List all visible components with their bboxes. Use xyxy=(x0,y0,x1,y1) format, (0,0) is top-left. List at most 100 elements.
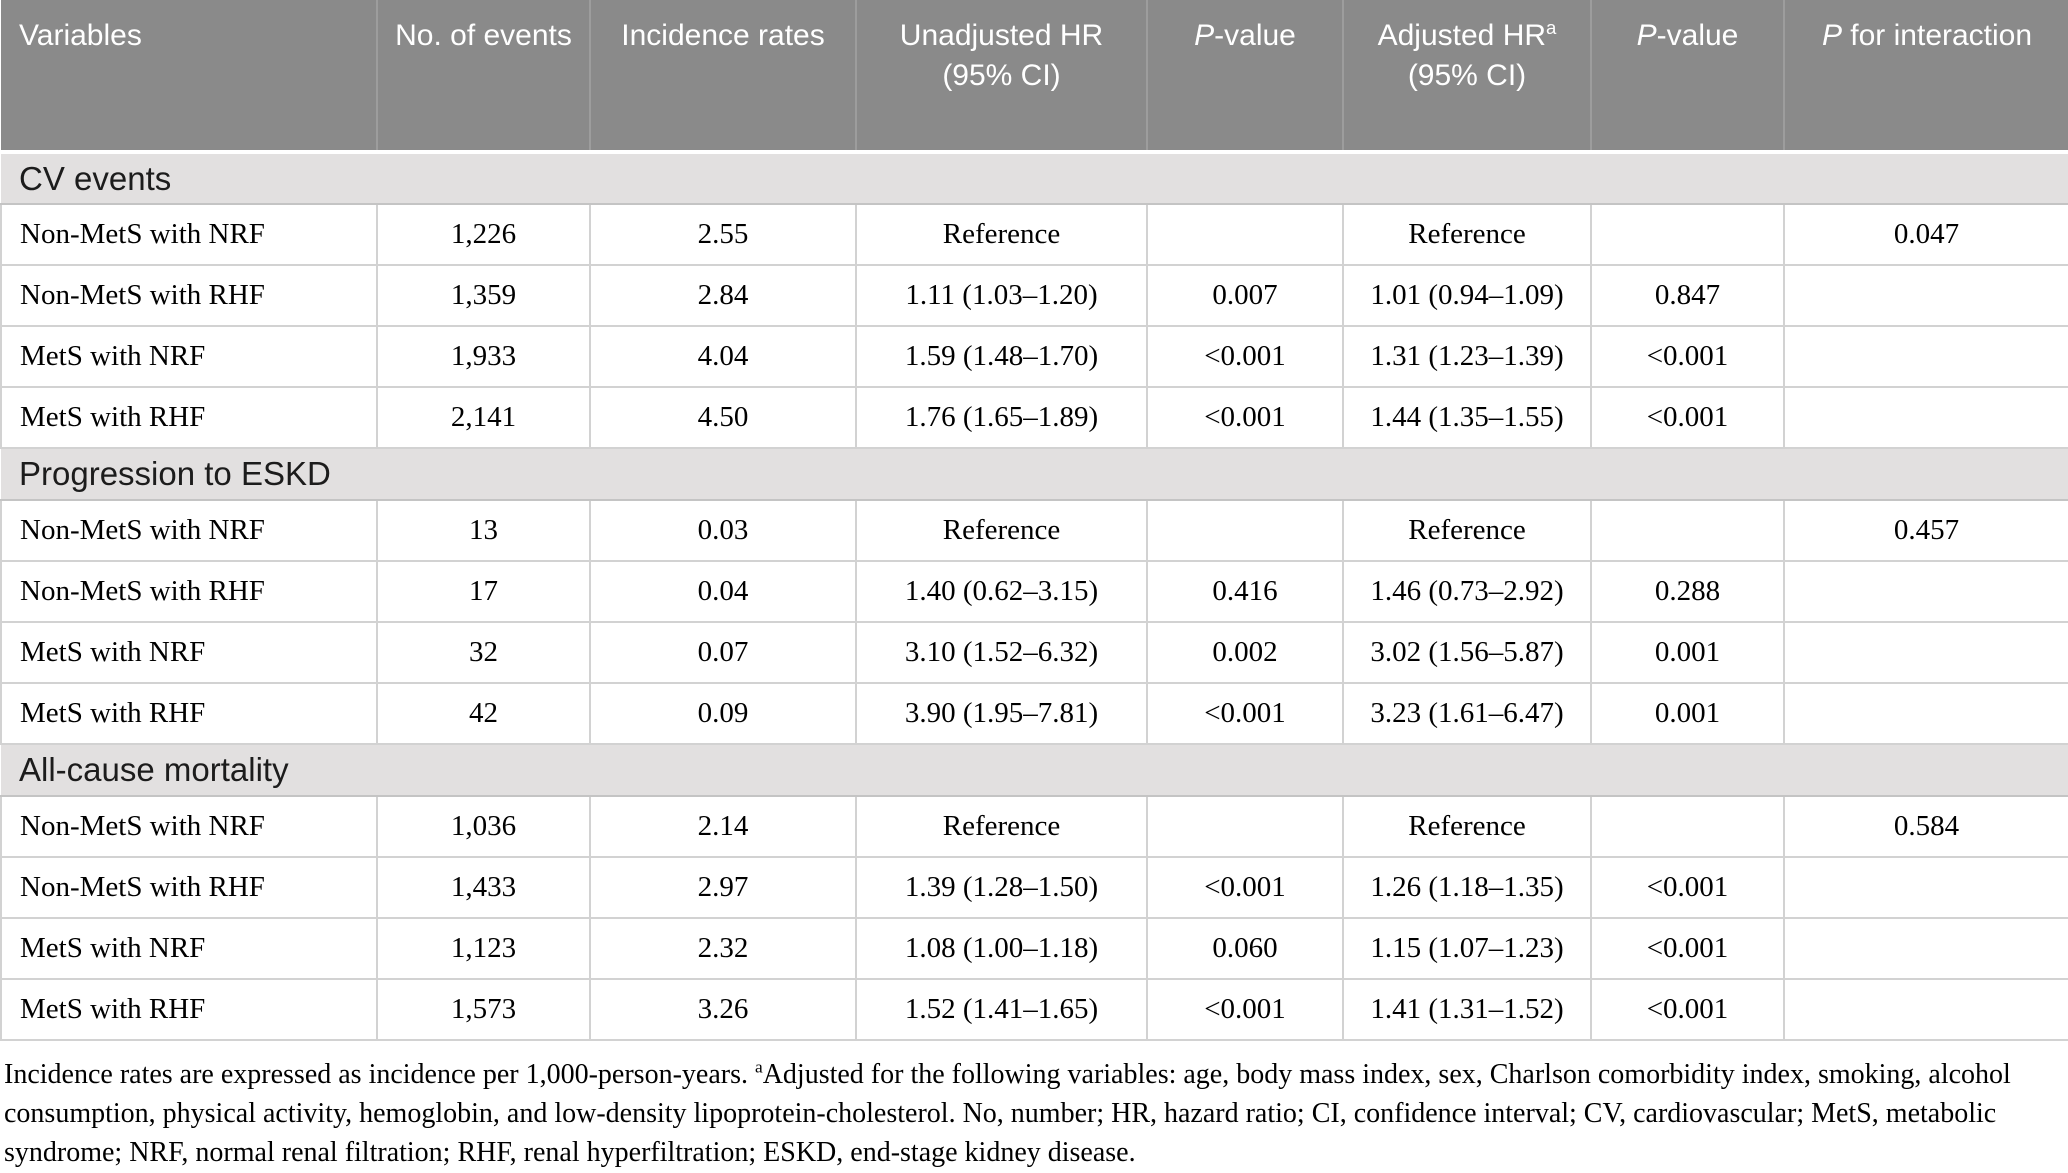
superscript-note-marker: a xyxy=(754,1057,763,1077)
cell-p-value-adjusted: <0.001 xyxy=(1590,325,1785,388)
cell-p-for-interaction xyxy=(1783,264,2068,327)
cell-p-value-unadjusted xyxy=(1146,795,1344,858)
column-header-p-value-adjusted: P-value xyxy=(1590,0,1784,154)
table-row: Non-MetS with NRF 1,226 2.55 Reference Refer… xyxy=(0,203,2068,266)
column-header-unadjusted-hr: Unadjusted HR (95% CI) xyxy=(855,0,1147,154)
cell-unadjusted-hr: Reference xyxy=(855,795,1148,858)
cell-p-value-unadjusted xyxy=(1146,203,1344,266)
cell-incidence-rates: 2.97 xyxy=(589,856,857,919)
cell-variables: MetS with NRF xyxy=(0,325,378,388)
cell-no-of-events: 32 xyxy=(376,621,591,684)
cell-variables: Non-MetS with RHF xyxy=(0,560,378,623)
cell-unadjusted-hr: 3.90 (1.95–7.81) xyxy=(855,682,1148,745)
cell-no-of-events: 1,123 xyxy=(376,917,591,980)
cell-p-value-unadjusted: 0.002 xyxy=(1146,621,1344,684)
cell-p-for-interaction xyxy=(1783,325,2068,388)
table-header: Variables No. of events Incidence rates Una… xyxy=(1,0,2068,154)
cell-incidence-rates: 0.04 xyxy=(589,560,857,623)
cell-p-for-interaction xyxy=(1783,682,2068,745)
cell-p-value-unadjusted: 0.416 xyxy=(1146,560,1344,623)
table-body: CV events Non-MetS with NRF 1,226 2.55 Refer… xyxy=(0,151,2068,1041)
section-header: Progression to ESKD xyxy=(1,447,2068,501)
cell-p-value-adjusted: <0.001 xyxy=(1590,386,1785,449)
section-row: CV events xyxy=(1,151,2068,205)
cell-unadjusted-hr: 1.76 (1.65–1.89) xyxy=(855,386,1148,449)
column-header-variables: Variables xyxy=(1,0,377,154)
cell-adjusted-hr: Reference xyxy=(1342,499,1592,562)
cell-incidence-rates: 0.07 xyxy=(589,621,857,684)
cell-no-of-events: 2,141 xyxy=(376,386,591,449)
column-header-no-of-events: No. of events xyxy=(376,0,590,154)
cell-incidence-rates: 2.55 xyxy=(589,203,857,266)
cell-variables: Non-MetS with NRF xyxy=(0,499,378,562)
cell-variables: Non-MetS with NRF xyxy=(0,795,378,858)
cell-p-for-interaction xyxy=(1783,560,2068,623)
cell-unadjusted-hr: 1.59 (1.48–1.70) xyxy=(855,325,1148,388)
cell-incidence-rates: 4.50 xyxy=(589,386,857,449)
cell-adjusted-hr: 1.41 (1.31–1.52) xyxy=(1342,978,1592,1041)
cell-adjusted-hr: Reference xyxy=(1342,203,1592,266)
cell-p-value-adjusted xyxy=(1590,795,1785,858)
cell-variables: Non-MetS with RHF xyxy=(0,264,378,327)
cell-no-of-events: 1,933 xyxy=(376,325,591,388)
cell-unadjusted-hr: 1.40 (0.62–3.15) xyxy=(855,560,1148,623)
cell-p-value-unadjusted xyxy=(1146,499,1344,562)
cell-variables: MetS with RHF xyxy=(0,386,378,449)
table-row: MetS with RHF 42 0.09 3.90 (1.95–7.81) <0.00… xyxy=(0,682,2068,745)
cell-adjusted-hr: 1.26 (1.18–1.35) xyxy=(1342,856,1592,919)
superscript-note-marker: a xyxy=(1546,17,1557,38)
cell-p-value-unadjusted: <0.001 xyxy=(1146,386,1344,449)
cell-variables: MetS with NRF xyxy=(0,917,378,980)
table-row: Non-MetS with RHF 1,359 2.84 1.11 (1.03–1.2… xyxy=(0,264,2068,327)
table-row: Non-MetS with NRF 1,036 2.14 Reference Refer… xyxy=(0,795,2068,858)
cell-adjusted-hr: 3.02 (1.56–5.87) xyxy=(1342,621,1592,684)
section-header: All-cause mortality xyxy=(1,743,2068,797)
cell-variables: MetS with NRF xyxy=(0,621,378,684)
cell-adjusted-hr: Reference xyxy=(1342,795,1592,858)
table-row: Non-MetS with NRF 13 0.03 Reference Referenc… xyxy=(0,499,2068,562)
section-row: Progression to ESKD xyxy=(1,447,2068,501)
column-header-p-for-interaction: P for interaction xyxy=(1783,0,2068,154)
italic-text: P xyxy=(1821,19,1842,52)
cell-p-value-adjusted xyxy=(1590,203,1785,266)
cell-variables: Non-MetS with NRF xyxy=(0,203,378,266)
cell-no-of-events: 1,433 xyxy=(376,856,591,919)
cell-no-of-events: 1,226 xyxy=(376,203,591,266)
column-header-adjusted-hr: Adjusted HRa (95% CI) xyxy=(1342,0,1591,154)
cell-p-for-interaction xyxy=(1783,917,2068,980)
column-header-incidence-rates: Incidence rates xyxy=(589,0,856,154)
cell-p-value-unadjusted: <0.001 xyxy=(1146,682,1344,745)
column-header-p-value-unadjusted: P-value xyxy=(1146,0,1343,154)
table-row: MetS with RHF 2,141 4.50 1.76 (1.65–1.89) <0… xyxy=(0,386,2068,449)
section-header: CV events xyxy=(1,151,2068,205)
cell-incidence-rates: 2.84 xyxy=(589,264,857,327)
hazard-ratio-table: Variables No. of events Incidence rates Una… xyxy=(0,0,2068,1041)
cell-unadjusted-hr: 1.11 (1.03–1.20) xyxy=(855,264,1148,327)
table-row: MetS with RHF 1,573 3.26 1.52 (1.41–1.65) <0… xyxy=(0,978,2068,1041)
cell-unadjusted-hr: 1.52 (1.41–1.65) xyxy=(855,978,1148,1041)
cell-adjusted-hr: 1.01 (0.94–1.09) xyxy=(1342,264,1592,327)
cell-no-of-events: 42 xyxy=(376,682,591,745)
cell-p-for-interaction: 0.584 xyxy=(1783,795,2068,858)
cell-adjusted-hr: 3.23 (1.61–6.47) xyxy=(1342,682,1592,745)
cell-unadjusted-hr: Reference xyxy=(855,499,1148,562)
cell-variables: Non-MetS with RHF xyxy=(0,856,378,919)
italic-text: P xyxy=(1194,19,1215,52)
table-row: MetS with NRF 1,933 4.04 1.59 (1.48–1.70) <0… xyxy=(0,325,2068,388)
italic-text: P xyxy=(1636,19,1657,52)
cell-variables: MetS with RHF xyxy=(0,978,378,1041)
cell-no-of-events: 13 xyxy=(376,499,591,562)
cell-adjusted-hr: 1.31 (1.23–1.39) xyxy=(1342,325,1592,388)
cell-p-value-adjusted: 0.001 xyxy=(1590,621,1785,684)
cell-p-value-adjusted: <0.001 xyxy=(1590,917,1785,980)
cell-unadjusted-hr: Reference xyxy=(855,203,1148,266)
table-row: MetS with NRF 32 0.07 3.10 (1.52–6.32) 0.002… xyxy=(0,621,2068,684)
cell-unadjusted-hr: 1.08 (1.00–1.18) xyxy=(855,917,1148,980)
cell-unadjusted-hr: 3.10 (1.52–6.32) xyxy=(855,621,1148,684)
cell-p-value-adjusted: 0.847 xyxy=(1590,264,1785,327)
cell-p-value-adjusted: <0.001 xyxy=(1590,978,1785,1041)
cell-no-of-events: 1,573 xyxy=(376,978,591,1041)
cell-p-for-interaction xyxy=(1783,856,2068,919)
cell-incidence-rates: 0.09 xyxy=(589,682,857,745)
cell-incidence-rates: 0.03 xyxy=(589,499,857,562)
